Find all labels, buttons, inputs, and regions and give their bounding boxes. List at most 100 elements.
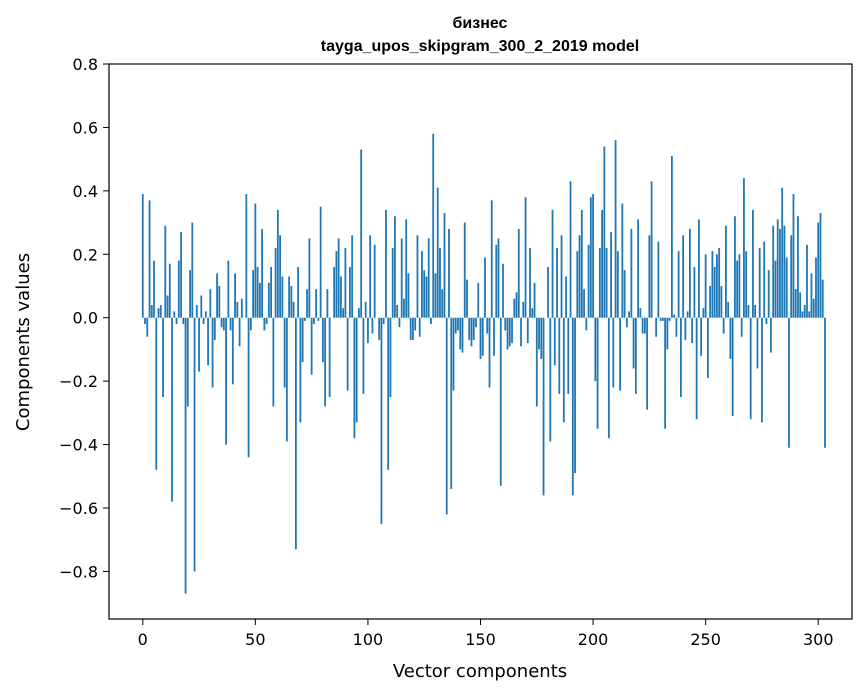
bar-48: [249, 317, 252, 331]
bar-165: [513, 298, 516, 318]
bar-185: [558, 317, 561, 394]
bar-65: [288, 276, 291, 318]
bar-211: [616, 251, 619, 318]
bar-54: [263, 317, 266, 331]
bar-1: [144, 317, 146, 325]
bar-17: [180, 232, 182, 318]
bar-143: [463, 222, 466, 318]
bar-273: [756, 317, 759, 369]
y-tick-label: −0.6: [59, 499, 98, 518]
bar-2: [146, 317, 149, 337]
x-tick-label: 0: [138, 630, 148, 649]
bar-135: [445, 317, 448, 515]
bar-280: [772, 225, 775, 318]
bar-76: [312, 317, 315, 325]
bar-167: [517, 228, 520, 318]
bar-145: [468, 317, 471, 340]
y-tick-label: −0.2: [59, 372, 98, 391]
bar-139: [454, 317, 457, 334]
bar-234: [668, 317, 671, 321]
bar-276: [763, 241, 766, 318]
bar-40: [231, 317, 234, 385]
bar-236: [673, 314, 676, 318]
bar-63: [283, 317, 286, 388]
bar-281: [774, 260, 777, 318]
bar-278: [767, 270, 770, 318]
bar-195: [580, 209, 583, 318]
bar-223: [643, 317, 646, 334]
bar-265: [738, 254, 741, 318]
bar-242: [686, 311, 689, 318]
bar-5: [153, 260, 155, 318]
bar-251: [707, 317, 709, 378]
bar-109: [387, 317, 390, 470]
bar-88: [340, 276, 342, 318]
bar-125: [423, 270, 426, 318]
bar-112: [394, 216, 396, 318]
bar-114: [398, 317, 401, 328]
bar-16: [177, 260, 180, 318]
bar-226: [650, 181, 653, 318]
bar-189: [567, 317, 570, 394]
bar-12: [168, 263, 171, 318]
bar-129: [432, 133, 435, 318]
bar-207: [607, 317, 610, 439]
bar-244: [691, 317, 694, 344]
bar-136: [448, 228, 450, 318]
bar-153: [486, 317, 489, 334]
bar-93: [351, 235, 354, 318]
bar-288: [790, 235, 793, 318]
bar-35: [220, 317, 223, 328]
bar-257: [720, 286, 723, 318]
bar-27: [202, 317, 205, 325]
bar-113: [396, 305, 399, 318]
bar-105: [378, 317, 381, 340]
bar-102: [371, 317, 374, 334]
bar-193: [576, 251, 579, 318]
bar-190: [569, 181, 572, 318]
bar-75: [310, 317, 313, 375]
bar-69: [297, 266, 300, 318]
y-tick-label: −0.4: [59, 436, 98, 455]
bar-239: [679, 317, 682, 397]
bar-49: [252, 270, 254, 318]
bar-37: [225, 317, 227, 445]
x-axis-ticks: 0 50 100 150 200 250 300: [138, 619, 834, 649]
bar-14: [173, 311, 176, 318]
bar-66: [290, 286, 293, 318]
bar-39: [229, 317, 232, 331]
bar-22: [191, 222, 194, 318]
bar-101: [369, 235, 372, 318]
bar-142: [461, 317, 464, 353]
bar-245: [693, 266, 696, 318]
bars-group: [141, 133, 826, 594]
bar-92: [349, 266, 351, 318]
bar-34: [218, 286, 221, 318]
bar-254: [713, 266, 716, 318]
bar-13: [171, 317, 173, 502]
bar-95: [355, 317, 358, 423]
x-tick-label: 250: [690, 630, 721, 649]
bar-220: [637, 219, 640, 318]
y-axis-ticks: −0.8 −0.6 −0.4 −0.2 0.0 0.2 0.4 0.6 0.8: [59, 55, 109, 581]
bar-264: [736, 260, 739, 318]
bar-70: [299, 317, 302, 423]
bar-199: [589, 197, 592, 318]
bar-133: [441, 289, 444, 318]
bar-204: [601, 209, 603, 318]
bar-32: [213, 317, 216, 340]
bar-89: [342, 308, 345, 318]
bar-38: [227, 260, 230, 318]
y-tick-label: 0.2: [73, 245, 98, 264]
bar-263: [734, 216, 736, 318]
bar-72: [303, 317, 306, 321]
bar-277: [765, 317, 768, 325]
bar-240: [682, 235, 685, 318]
bar-149: [477, 282, 480, 318]
bar-9: [162, 317, 164, 397]
bar-274: [758, 247, 761, 318]
bar-29: [207, 317, 209, 366]
bar-298: [812, 298, 815, 318]
bar-155: [490, 200, 493, 318]
